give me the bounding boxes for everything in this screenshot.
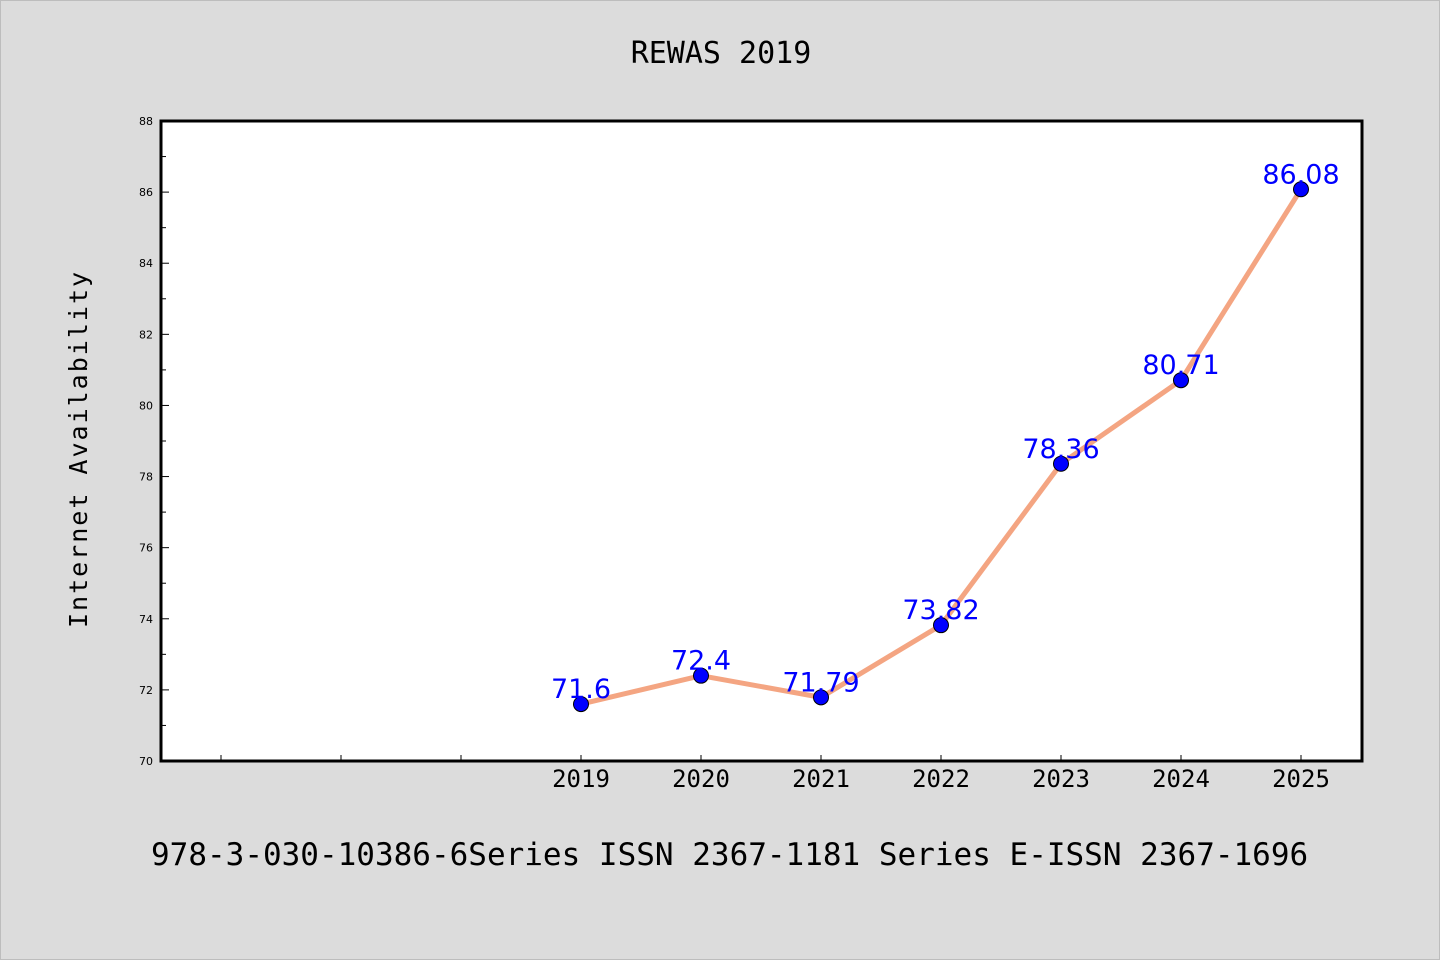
y-axis-label: Internet Availability [64, 270, 93, 628]
data-label: 71.79 [782, 667, 859, 698]
y-tick-label: 78 [139, 471, 153, 484]
data-label: 71.6 [551, 674, 611, 705]
data-point [933, 617, 949, 634]
data-labels: 71.6 72.4 71.79 73.82 78.36 80.71 86.08 [551, 159, 1340, 705]
x-tick-label: 2019 [552, 765, 610, 793]
data-point [1293, 181, 1309, 198]
y-tick-label: 72 [139, 684, 153, 697]
y-tick-label: 88 [139, 115, 153, 128]
x-tick-label: 2021 [792, 765, 850, 793]
footer-text: 978-3-030-10386-6Series ISSN 2367-1181 S… [151, 837, 1308, 873]
data-label: 72.4 [671, 646, 731, 677]
y-tick-label: 82 [139, 328, 153, 341]
data-label: 86.08 [1262, 159, 1339, 190]
x-tick-label: 2025 [1272, 765, 1330, 793]
y-tick-label: 70 [139, 755, 153, 768]
data-label: 80.71 [1142, 350, 1219, 381]
data-point [693, 667, 709, 684]
data-label: 73.82 [902, 595, 979, 626]
data-point [1173, 372, 1189, 389]
data-label: 78.36 [1022, 434, 1099, 465]
x-axis: 2019 2020 2021 2022 2023 2024 2025 [220, 755, 1330, 793]
y-tick-label: 84 [139, 257, 153, 270]
data-point [1053, 455, 1069, 472]
x-tick-label: 2023 [1032, 765, 1090, 793]
y-tick-label: 86 [139, 186, 153, 199]
plot-area [159, 119, 1364, 763]
y-tick-label: 76 [139, 542, 153, 555]
data-point [573, 696, 589, 713]
y-tick-label: 74 [139, 613, 153, 626]
y-tick-label: 80 [139, 399, 153, 412]
chart-title: REWAS 2019 [631, 36, 812, 71]
series-line-group [573, 181, 1309, 713]
y-axis: 70 72 74 76 78 80 82 84 86 88 [139, 115, 169, 768]
x-tick-label: 2022 [912, 765, 970, 793]
data-point [813, 689, 829, 706]
x-tick-label: 2020 [672, 765, 730, 793]
x-tick-label: 2024 [1152, 765, 1210, 793]
